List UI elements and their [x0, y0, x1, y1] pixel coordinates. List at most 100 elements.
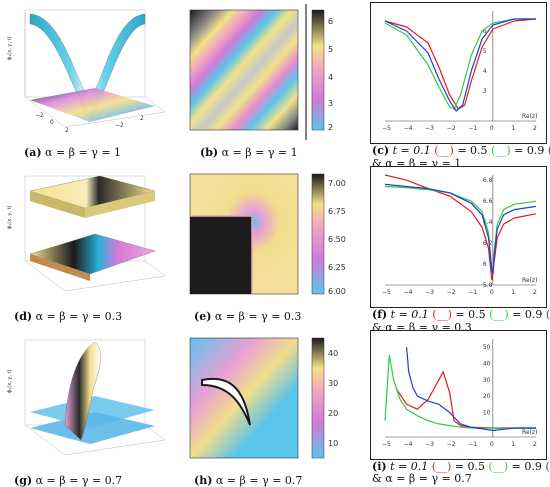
y-tick-label: 6.2 [483, 240, 493, 247]
cbar-tick: 6.75 [328, 207, 346, 216]
x-tick-label: −3 [425, 441, 434, 448]
series-line [384, 18, 536, 110]
x-tick-label: −2 [447, 125, 456, 132]
cbar-tick: 6.50 [328, 235, 346, 244]
x-tick-label: −5 [382, 289, 391, 296]
y-tick-label: 6.4 [483, 219, 493, 226]
density-plot-h: 40 30 20 10 [189, 337, 338, 459]
y-tick-label: 6.6 [483, 198, 493, 205]
x-tick-label: −3 [425, 289, 434, 296]
panel-h-density: 40 30 20 10 [182, 330, 362, 470]
series-line [384, 354, 536, 429]
panel-f-frame: −5 −4 −3 −2 −1 0 1 2 Re(z) 5.8 6 6.2 6.4 6.6 6.8 [370, 166, 547, 308]
line-chart-f: −5 −4 −3 −2 −1 0 1 2 Re(z) 5.8 6 6.2 6.4 6.6 6.8 [382, 174, 537, 296]
panel-d-surface: ϕ₁(x, y, t) [5, 166, 170, 306]
y-tick-label: 30 [483, 377, 491, 384]
cbar-tick: 5 [328, 45, 333, 54]
x-tick-label: −1 [468, 441, 477, 448]
x-tick-label: −2 [447, 441, 456, 448]
x-tick-label: 1 [511, 125, 515, 132]
x-tick-label: 0 [490, 125, 494, 132]
cbar-tick: 30 [328, 379, 338, 388]
x-tick-label: −4 [404, 289, 413, 296]
y-tick-label: 6.8 [483, 177, 493, 184]
svg-text:−2: −2 [35, 112, 44, 119]
cbar-tick: 6.25 [328, 263, 346, 272]
series-line [384, 18, 537, 110]
line-chart-c: −5 −4 −3 −2 −1 0 1 2 Re(z) 3 4 5 6 [382, 11, 537, 132]
panel-c-frame: −5 −4 −3 −2 −1 0 1 2 Re(z) 3 4 5 6 [370, 2, 547, 144]
y-tick-label: 5.8 [483, 282, 493, 289]
surface-plot-d: ϕ₁(x, y, t) [5, 166, 170, 306]
cbar-tick: 6.00 [328, 287, 346, 296]
x-tick-label: −2 [447, 289, 456, 296]
x-tick-label: −5 [382, 441, 391, 448]
density-plot-b: 6 5 4 3 2 [189, 4, 333, 140]
cbar-tick: 2 [328, 123, 333, 132]
cbar-tick: 3 [328, 99, 333, 108]
x-tick-label: 0 [490, 289, 494, 296]
x-tick-label: −4 [404, 125, 413, 132]
y-tick-label: 6 [483, 261, 487, 268]
z-axis-label-d: ϕ₁(x, y, t) [7, 206, 13, 229]
panel-a-surface: ϕ₁(x, y, t) −2 0 2 −2 2 [5, 2, 170, 142]
z-axis-label-a: ϕ₁(x, y, t) [7, 37, 13, 60]
y-tick-label: 40 [483, 361, 491, 368]
panel-i-frame: −5 −4 −3 −2 −1 0 1 2 Re(z) 10 20 30 40 50 [370, 330, 547, 460]
caption-a: (a) α = β = γ = 1 [24, 146, 122, 159]
x-axis-label: Re(z) [522, 277, 537, 284]
caption-e: (e) α = β = γ = 0.3 [194, 310, 302, 323]
x-tick-label: 2 [533, 125, 537, 132]
svg-text:0: 0 [50, 119, 54, 126]
caption-h: (h) α = β = γ = 0.7 [194, 474, 303, 487]
y-tick-label: 4 [483, 68, 487, 75]
cbar-tick: 6 [328, 17, 333, 26]
x-tick-label: 1 [511, 289, 515, 296]
density-plot-e: 7.00 6.75 6.50 6.25 6.00 [189, 173, 346, 296]
y-tick-label: 10 [483, 410, 491, 417]
y-tick-label: 50 [483, 344, 491, 351]
svg-text:2: 2 [140, 115, 144, 122]
caption-g: (g) α = β = γ = 0.7 [14, 474, 123, 487]
caption-d: (d) α = β = γ = 0.3 [14, 310, 123, 323]
caption-i-2: & α = β = γ = 0.7 [372, 472, 472, 485]
series-line [384, 174, 537, 281]
panel-e-density: 7.00 6.75 6.50 6.25 6.00 [182, 166, 362, 306]
cbar-tick: 4 [328, 73, 333, 82]
caption-b: (b) α = β = γ = 1 [200, 146, 298, 159]
caption-c: (c) t = 0.1 (__) = 0.5 (__) = 0.9 (__) [372, 144, 550, 157]
line-chart-i: −5 −4 −3 −2 −1 0 1 2 Re(z) 10 20 30 40 50 [382, 339, 537, 448]
x-axis-label: Re(z) [522, 113, 537, 120]
y-tick-label: 20 [483, 393, 491, 400]
x-tick-label: −1 [468, 289, 477, 296]
series-line [384, 185, 537, 276]
x-tick-label: 0 [490, 441, 494, 448]
series-line [384, 183, 537, 276]
cbar-tick: 20 [328, 409, 338, 418]
svg-text:−2: −2 [115, 122, 124, 129]
cbar-tick: 7.00 [328, 179, 346, 188]
x-tick-label: 2 [533, 289, 537, 296]
x-tick-label: 1 [511, 441, 515, 448]
x-tick-label: 2 [533, 441, 537, 448]
z-axis-label-g: ϕ₁(x, y, t) [7, 370, 13, 393]
x-tick-label: −5 [382, 125, 391, 132]
x-axis-label: Re(z) [522, 429, 537, 436]
x-tick-label: −3 [425, 125, 434, 132]
surface-plot-g: ϕ₁(x, y, t) [5, 330, 170, 470]
y-tick-label: 3 [483, 88, 487, 95]
x-tick-label: −4 [404, 441, 413, 448]
caption-f: (f) t = 0.1 (__) = 0.5 (__) = 0.9 (__) [372, 308, 550, 321]
surface-plot-a: ϕ₁(x, y, t) −2 0 2 −2 2 [5, 2, 170, 142]
caption-i: (i) t = 0.1 (__) = 0.5 (__) = 0.9 (__) [372, 460, 550, 473]
svg-text:2: 2 [65, 127, 69, 134]
panel-b-density: 6 5 4 3 2 [182, 2, 362, 142]
cbar-tick: 40 [328, 349, 338, 358]
x-tick-label: −1 [468, 125, 477, 132]
series-line [395, 371, 536, 429]
panel-g-surface: ϕ₁(x, y, t) [5, 330, 170, 470]
series-line [406, 347, 536, 432]
y-tick-label: 5 [483, 48, 487, 55]
cbar-tick: 10 [328, 439, 338, 448]
y-tick-label: 6 [483, 28, 487, 35]
